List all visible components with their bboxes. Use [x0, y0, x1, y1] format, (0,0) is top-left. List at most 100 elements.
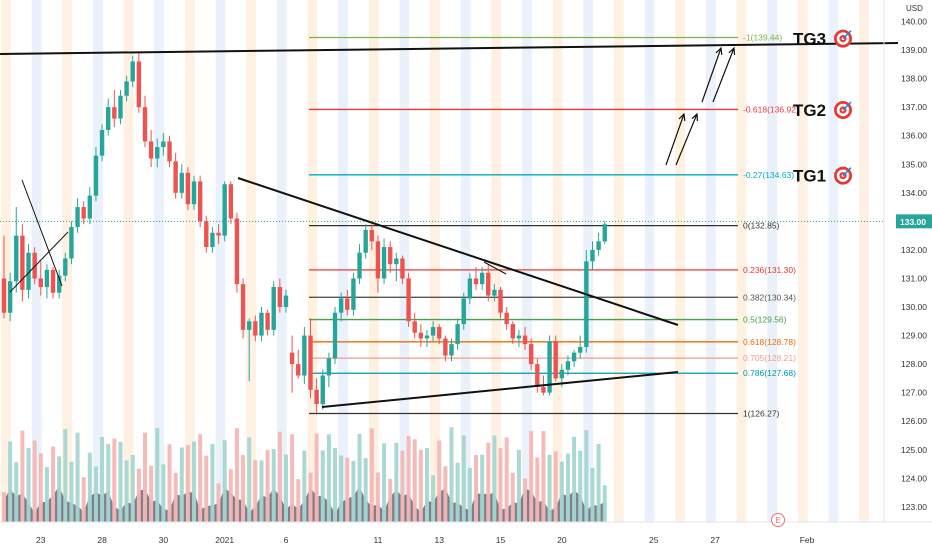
- volume-bar: [210, 444, 215, 522]
- volume-bar: [106, 444, 111, 522]
- candle-body: [522, 335, 528, 345]
- candle-body: [142, 107, 148, 142]
- candle-body: [308, 335, 313, 390]
- session-stripe: [614, 0, 624, 522]
- volume-bar: [375, 472, 380, 522]
- session-stripe: [154, 0, 165, 522]
- candle-body: [296, 364, 301, 376]
- fib-level-label: 0(132.85): [743, 221, 780, 231]
- session-stripe: [828, 0, 839, 522]
- candle-body: [1, 278, 7, 313]
- resistance-trendline: [0, 42, 899, 55]
- volume-bar: [388, 478, 393, 522]
- volume-bar: [357, 433, 362, 522]
- candle-body: [357, 252, 362, 279]
- volume-bar: [498, 448, 503, 522]
- volume-bar: [75, 432, 80, 522]
- session-stripe: [552, 0, 563, 522]
- volume-bar: [437, 440, 442, 522]
- volume-bar: [204, 455, 209, 522]
- candle-body: [541, 386, 546, 393]
- volume-bar: [124, 460, 129, 522]
- candle-body: [351, 278, 356, 310]
- candle-body: [222, 184, 227, 236]
- volume-bar: [130, 454, 135, 522]
- session-stripe: [460, 0, 471, 522]
- volume-bar: [100, 436, 105, 522]
- volume-bar: [247, 437, 252, 522]
- volume-bar: [185, 445, 190, 522]
- candle-body: [486, 272, 491, 296]
- volume-bar: [253, 460, 258, 522]
- target-icon: [834, 166, 852, 185]
- volume-bar: [565, 453, 570, 522]
- candle-body: [363, 229, 368, 253]
- y-tick-label: 139.00: [901, 45, 927, 55]
- candle-body: [492, 289, 497, 296]
- candle-body: [400, 258, 405, 279]
- volume-bar: [596, 443, 601, 522]
- volume-bar: [486, 442, 491, 522]
- candle-body: [578, 346, 583, 353]
- candle-body: [369, 229, 374, 242]
- fib-level-label: 0.618(128.78): [743, 337, 796, 347]
- volume-bar: [2, 492, 6, 522]
- session-stripe: [184, 0, 195, 522]
- fib-extension-levels: -1(139.44) -0.618(136.92) -0.27(134.63) 0(1…: [309, 32, 799, 418]
- candle-body: [173, 161, 178, 193]
- candle-body: [326, 358, 332, 376]
- volume-bar: [424, 448, 429, 522]
- candle-body: [234, 218, 240, 285]
- volume-bar: [510, 472, 515, 522]
- volume-bar: [418, 449, 423, 522]
- session-stripe: [215, 0, 226, 522]
- session-stripe: [430, 0, 440, 522]
- cross-mark-line: [21, 179, 63, 287]
- candles: [1, 52, 607, 413]
- x-tick-label: 11: [374, 535, 383, 545]
- ascending-triangle-line: [321, 371, 679, 408]
- volume-bar: [431, 475, 436, 522]
- volume-bar: [277, 431, 282, 522]
- volume-bar: [14, 462, 19, 522]
- fib-level-label: 0.786(127.68): [743, 368, 796, 378]
- volume-bar: [504, 437, 509, 522]
- session-stripe: [1, 0, 11, 522]
- candle-body: [467, 278, 473, 299]
- volume-bar: [228, 469, 233, 522]
- candle-body: [535, 364, 540, 387]
- fib-level-label: 1(126.27): [743, 408, 780, 418]
- candle-body: [430, 326, 436, 336]
- volume-bar: [167, 444, 172, 522]
- volume-bar: [265, 450, 270, 522]
- volume-bar: [57, 456, 62, 522]
- volume-bar: [112, 438, 117, 522]
- session-stripe: [307, 0, 318, 522]
- session-stripe: [276, 0, 287, 522]
- y-tick-label: 134.00: [901, 188, 927, 198]
- volume-bar: [26, 447, 31, 522]
- candle-body: [112, 107, 117, 119]
- volume-bar: [547, 454, 552, 522]
- volume-bar: [32, 440, 37, 522]
- fib-level-label: 0.236(131.30): [743, 265, 796, 275]
- fib-level-label: 0.5(129.56): [743, 315, 787, 325]
- fib-level-label: 0.382(130.34): [743, 292, 796, 302]
- session-stripe: [368, 0, 379, 522]
- volume-bar: [69, 461, 74, 522]
- candle-body: [516, 335, 522, 339]
- candle-body: [179, 172, 184, 193]
- volume-bar: [541, 431, 546, 522]
- volume-bar: [259, 460, 264, 522]
- volume-bar: [553, 451, 558, 522]
- candle-body: [461, 298, 466, 325]
- candle-body: [210, 232, 215, 248]
- candle-body: [418, 332, 424, 339]
- y-tick-label: 123.00: [901, 502, 927, 512]
- session-stripe: [338, 0, 348, 522]
- candle-body: [338, 298, 344, 313]
- volume-bar: [241, 455, 246, 522]
- session-stripe: [736, 0, 747, 522]
- candle-body: [437, 326, 442, 339]
